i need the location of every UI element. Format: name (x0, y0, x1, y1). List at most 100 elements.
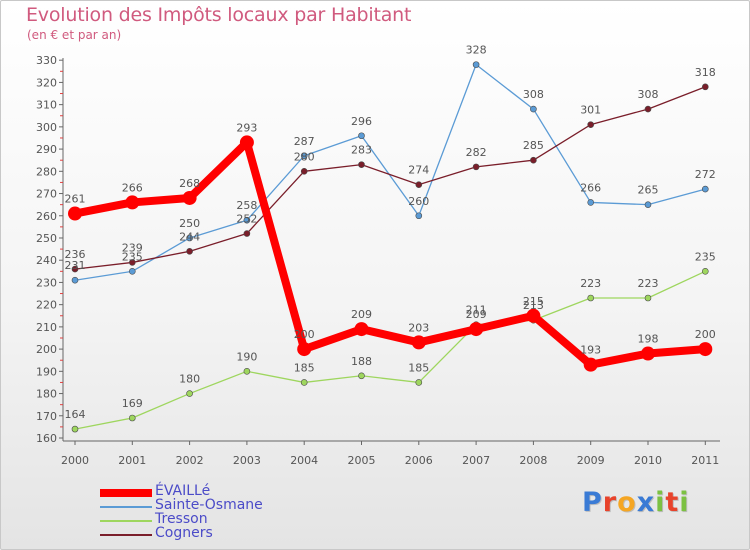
data-label: 244 (179, 230, 200, 243)
y-tick-label: 330 (36, 54, 57, 67)
series-sainte-osmane (71, 61, 709, 284)
data-point (701, 185, 709, 193)
data-point (530, 156, 537, 164)
data-label: 268 (179, 177, 200, 190)
logo-letter: i (679, 487, 690, 518)
legend-item: Cogners (100, 525, 320, 541)
legend-swatch (100, 506, 152, 508)
legend-swatch (100, 520, 152, 522)
x-tick-label: 2004 (290, 454, 318, 467)
data-label: 239 (122, 241, 143, 254)
legend-item: ÉVAILLé (100, 483, 320, 499)
x-tick-label: 2002 (176, 454, 204, 467)
x-tick-label: 2009 (577, 454, 605, 467)
y-tick-label: 260 (36, 210, 57, 223)
data-point (472, 163, 480, 171)
series-cogners (71, 83, 709, 273)
y-tick-label: 280 (36, 165, 57, 178)
data-label: 258 (236, 199, 257, 212)
x-tick-label: 2008 (519, 454, 547, 467)
data-point (644, 105, 652, 113)
data-label: 283 (351, 144, 372, 157)
data-point (300, 152, 308, 160)
data-label: 265 (638, 184, 659, 197)
data-label: 209 (466, 308, 487, 321)
data-label: 200 (294, 328, 315, 341)
data-label: 193 (580, 344, 601, 357)
series-line (71, 138, 710, 369)
logo-letter: x (636, 487, 656, 518)
data-point (583, 357, 598, 372)
data-label: 266 (122, 181, 143, 194)
line-chart: 160 170 180 190 200 210 220 230 240 250 260 270 280 2… (36, 44, 720, 467)
data-label: 203 (408, 321, 429, 334)
data-point (415, 212, 423, 220)
logo-letter: o (617, 487, 637, 518)
data-label: 213 (523, 299, 544, 312)
y-tick-label: 240 (36, 254, 57, 267)
data-point (701, 268, 709, 275)
data-label: 250 (179, 217, 200, 230)
x-tick-label: 2001 (118, 454, 146, 467)
y-tick-label: 220 (36, 299, 57, 312)
series-line (74, 270, 706, 430)
data-label: 185 (294, 361, 315, 374)
legend-label: Tresson (155, 511, 208, 527)
data-point (243, 368, 251, 375)
y-tick-label: 170 (36, 410, 57, 423)
data-point (71, 265, 79, 273)
data-label: 252 (236, 213, 257, 226)
data-point (239, 135, 254, 150)
data-point (415, 181, 423, 188)
data-label: 266 (580, 181, 601, 194)
data-point (472, 61, 480, 68)
data-point (186, 390, 193, 397)
legend-swatch (100, 534, 152, 536)
data-label: 282 (466, 146, 487, 159)
y-tick-label: 190 (36, 365, 57, 378)
data-point (186, 248, 193, 255)
data-label: 169 (122, 397, 143, 410)
x-tick-label: 2011 (691, 454, 719, 467)
legend-label: ÉVAILLé (155, 483, 211, 499)
data-label: 200 (695, 328, 716, 341)
data-point (469, 322, 484, 337)
y-tick-label: 320 (36, 76, 57, 89)
data-point (129, 259, 136, 266)
y-tick-label: 210 (36, 321, 57, 334)
legend-item: Sainte-Osmane (100, 497, 320, 513)
data-label: 308 (523, 88, 544, 101)
data-point (698, 342, 713, 357)
data-point (587, 294, 595, 302)
data-label: 287 (294, 135, 315, 148)
proxiti-logo: Proxiti (582, 487, 690, 518)
x-tick-label: 2007 (462, 454, 490, 467)
chart-title: Evolution des Impôts locaux par Habitant (26, 4, 412, 26)
series-line (74, 86, 706, 270)
data-label: 296 (351, 115, 372, 128)
data-label: 261 (65, 193, 86, 206)
series-line (74, 63, 706, 281)
data-point (358, 372, 365, 380)
data-label: 280 (294, 150, 315, 163)
chart-legend: ÉVAILLé Sainte-Osmane Tresson Cogners (100, 483, 320, 541)
data-label: 236 (65, 248, 86, 261)
y-tick-label: 270 (36, 188, 57, 201)
data-point (411, 335, 426, 350)
data-label: 180 (179, 373, 200, 386)
data-point (644, 201, 652, 208)
data-point (186, 234, 193, 242)
logo-letter: i (655, 487, 666, 518)
data-label: 274 (408, 164, 429, 177)
data-label: 211 (466, 304, 487, 317)
y-tick-label: 290 (36, 143, 57, 156)
data-label: 235 (695, 250, 716, 263)
y-tick-label: 230 (36, 276, 57, 289)
data-label: 190 (236, 350, 257, 363)
data-point (71, 425, 79, 433)
data-point (297, 342, 312, 357)
data-point (587, 199, 595, 206)
data-point (68, 206, 82, 221)
data-point (300, 379, 308, 386)
